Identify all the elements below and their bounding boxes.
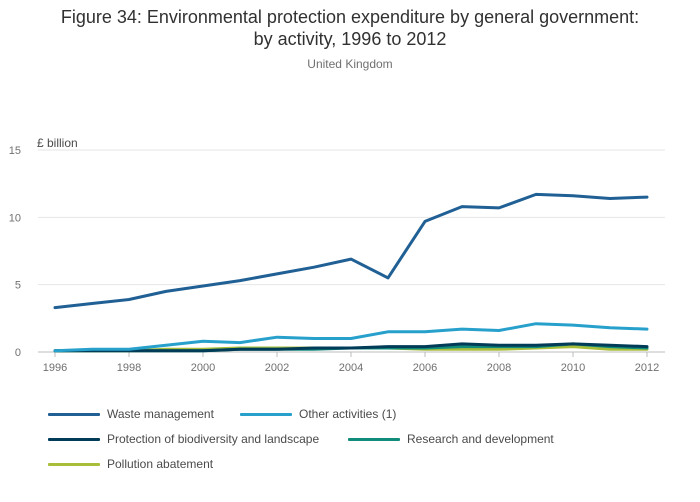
x-tick-label: 1996 xyxy=(43,362,67,374)
y-tick-label: 15 xyxy=(9,145,21,157)
legend-label: Research and development xyxy=(407,432,554,446)
y-tick-label: 5 xyxy=(15,280,21,292)
legend-item[interactable]: Protection of biodiversity and landscape xyxy=(48,432,319,446)
legend-swatch xyxy=(348,437,400,441)
line-chart: 0 5 10 15 1996 1998 2000 2002 2004 2006 2008 2010 20… xyxy=(9,136,665,374)
gridlines xyxy=(38,149,665,353)
y-axis-unit-label: £ billion xyxy=(37,136,78,150)
series-lines xyxy=(53,192,649,353)
legend-item[interactable]: Other activities (1) xyxy=(240,407,396,421)
legend-item[interactable]: Pollution abatement xyxy=(48,457,213,471)
chart-title-line-2: by activity, 1996 to 2012 xyxy=(253,29,447,49)
legend-item[interactable]: Waste management xyxy=(48,407,214,421)
chart-title: Figure 34: Environmental protection expe… xyxy=(0,6,700,50)
series-line-waste-management xyxy=(53,192,649,310)
legend-label: Pollution abatement xyxy=(107,457,214,471)
x-tick-label: 2004 xyxy=(339,362,363,374)
x-tick-label: 2000 xyxy=(191,362,215,374)
y-tick-label: 10 xyxy=(9,212,21,224)
y-tick-label: 0 xyxy=(15,347,21,359)
legend-swatch xyxy=(48,462,100,466)
chart-title-line-1: Figure 34: Environmental protection expe… xyxy=(60,7,640,27)
x-tick-label: 2006 xyxy=(413,362,437,374)
legend-swatch xyxy=(48,437,100,441)
x-tick-label: 2012 xyxy=(635,362,659,374)
x-tick-label: 2010 xyxy=(561,362,585,374)
chart-subtitle: United Kingdom xyxy=(307,57,393,71)
series-line-other-activities-1 xyxy=(53,322,649,353)
x-tick-label: 2002 xyxy=(265,362,289,374)
axis-ticks: 0 5 10 15 1996 1998 2000 2002 2004 2006 2008 2010 20… xyxy=(9,145,659,374)
legend-swatch xyxy=(48,412,100,416)
legend-label: Waste management xyxy=(107,407,214,421)
x-tick-label: 1998 xyxy=(117,362,141,374)
series-line-protection-of-biodiversity-and-landscape xyxy=(53,342,649,353)
legend-label: Other activities (1) xyxy=(299,407,397,421)
legend-item[interactable]: Research and development xyxy=(348,432,554,446)
legend-swatch xyxy=(240,412,292,416)
x-tick-label: 2008 xyxy=(487,362,511,374)
legend-label: Protection of biodiversity and landscape xyxy=(107,432,320,446)
